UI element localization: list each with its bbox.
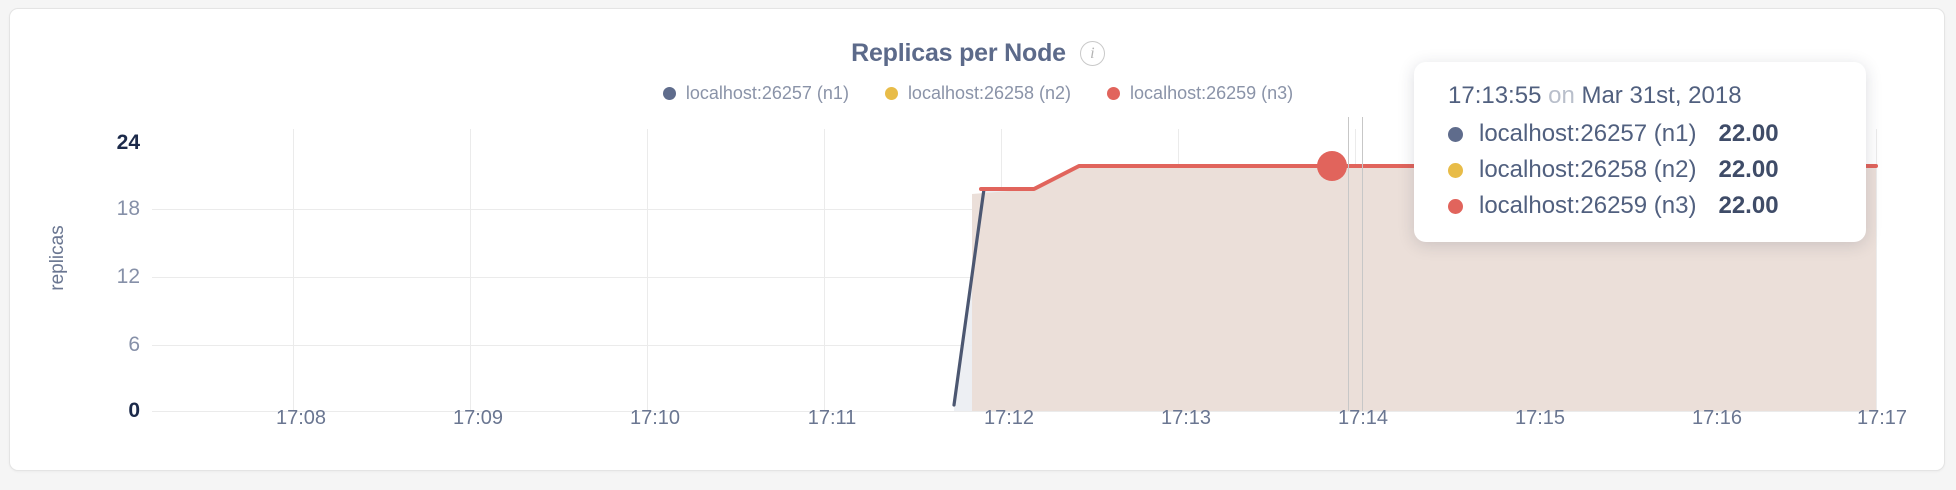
y-tick-6: 6 xyxy=(128,333,140,356)
chart-header: Replicas per Node i xyxy=(10,39,1946,68)
x-tick-1713: 17:13 xyxy=(1160,407,1212,429)
gridline-v-1708 xyxy=(293,129,294,411)
x-tick-1709: 17:09 xyxy=(452,407,504,429)
gridline-h-0 xyxy=(152,411,1877,412)
info-icon[interactable]: i xyxy=(1079,41,1105,66)
gridline-v-1711 xyxy=(824,129,825,411)
tooltip-time: 17:13:55 xyxy=(1448,82,1542,109)
tooltip-dot-n1 xyxy=(1448,126,1463,142)
y-axis-label: replicas xyxy=(47,225,68,291)
tooltip-value-n1: 22.00 xyxy=(1718,120,1779,147)
x-tick-1711: 17:11 xyxy=(807,407,857,429)
tooltip-dot-n2 xyxy=(1448,162,1463,178)
y-tick-24: 24 xyxy=(116,131,140,154)
tooltip-value-n3: 22.00 xyxy=(1718,192,1779,219)
tooltip-name-n3: localhost:26259 (n3) xyxy=(1479,192,1697,219)
y-tick-0: 0 xyxy=(128,399,140,422)
gridline-v-1717 xyxy=(1876,129,1877,411)
tooltip-value-n2: 22.00 xyxy=(1718,156,1779,183)
x-tick-1710: 17:10 xyxy=(629,407,681,429)
gridline-v-1709 xyxy=(470,129,471,411)
crosshair-line-a xyxy=(1348,117,1349,411)
tooltip-row-n1: localhost:26257 (n1) 22.00 xyxy=(1448,120,1838,148)
y-tick-18: 18 xyxy=(116,197,140,220)
tooltip-on-word: on xyxy=(1548,82,1575,109)
x-tick-1716: 17:16 xyxy=(1691,407,1743,429)
tooltip-name-n2: localhost:26258 (n2) xyxy=(1479,156,1697,183)
tooltip-row-n2: localhost:26258 (n2) 22.00 xyxy=(1448,156,1838,184)
chart-tooltip: 17:13:55 on Mar 31st, 2018 localhost:262… xyxy=(1414,62,1866,242)
x-tick-1715: 17:15 xyxy=(1514,407,1566,429)
gridline-v-1710 xyxy=(647,129,648,411)
x-tick-1712: 17:12 xyxy=(983,407,1035,429)
tooltip-date: Mar 31st, 2018 xyxy=(1581,82,1742,109)
y-tick-12: 12 xyxy=(116,265,140,288)
crosshair-line-b xyxy=(1362,117,1363,411)
tooltip-header: 17:13:55 on Mar 31st, 2018 xyxy=(1448,82,1838,110)
hover-marker xyxy=(1317,151,1347,181)
x-tick-1708: 17:08 xyxy=(275,407,327,429)
tooltip-dot-n3 xyxy=(1448,198,1463,214)
x-tick-1717: 17:17 xyxy=(1856,407,1908,429)
chart-card: Replicas per Node i xyxy=(9,8,1945,471)
tooltip-row-n3: localhost:26259 (n3) 22.00 xyxy=(1448,192,1838,220)
tooltip-name-n1: localhost:26257 (n1) xyxy=(1479,120,1697,147)
page-title: Replicas per Node xyxy=(851,39,1066,67)
x-tick-1714: 17:14 xyxy=(1337,407,1389,429)
